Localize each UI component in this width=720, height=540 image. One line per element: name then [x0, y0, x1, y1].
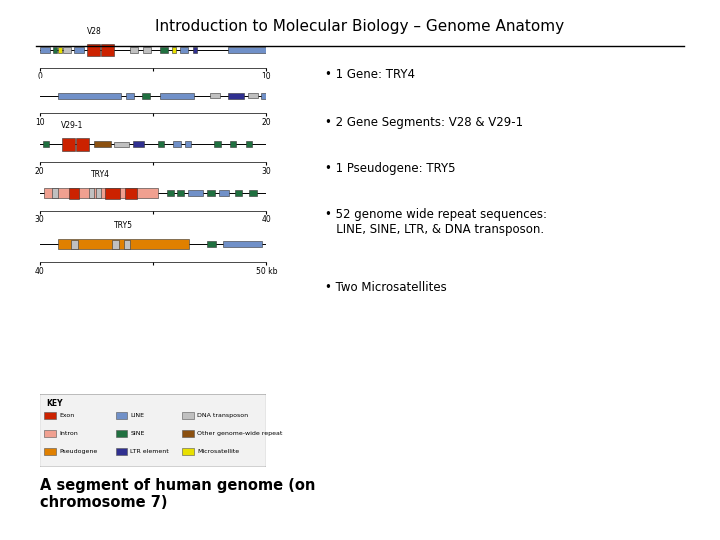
Bar — [63, 47, 71, 52]
Bar — [182, 449, 194, 455]
Bar — [94, 141, 111, 147]
Bar — [96, 188, 101, 198]
Bar — [126, 93, 134, 99]
Bar — [53, 47, 57, 53]
Bar — [223, 241, 262, 247]
Bar — [182, 412, 194, 418]
Bar — [219, 190, 229, 196]
Bar — [235, 190, 242, 196]
Text: • 2 Gene Segments: V28 & V29-1: • 2 Gene Segments: V28 & V29-1 — [325, 116, 523, 129]
Bar — [116, 412, 127, 418]
Bar — [172, 47, 176, 53]
Bar — [132, 141, 144, 147]
Bar — [114, 142, 129, 147]
Text: Other genome-wide repeat: Other genome-wide repeat — [197, 431, 283, 436]
Bar — [44, 412, 56, 418]
Text: Intron: Intron — [59, 431, 78, 436]
Text: • Two Microsatellites: • Two Microsatellites — [325, 281, 446, 294]
Text: Microsatellite: Microsatellite — [197, 449, 239, 454]
Bar — [246, 141, 252, 147]
Text: Exon: Exon — [59, 413, 74, 418]
Bar — [207, 241, 216, 247]
Text: V28: V28 — [86, 27, 102, 36]
Text: Introduction to Molecular Biology – Genome Anatomy: Introduction to Molecular Biology – Geno… — [156, 19, 564, 34]
Text: LINE: LINE — [130, 413, 144, 418]
Bar — [261, 93, 266, 99]
Bar — [44, 449, 56, 455]
Bar — [249, 190, 256, 196]
Text: • 1 Gene: TRY4: • 1 Gene: TRY4 — [325, 68, 415, 80]
Bar — [58, 93, 121, 99]
Bar — [166, 190, 174, 196]
Bar — [248, 93, 258, 98]
Text: V29-1: V29-1 — [61, 122, 84, 130]
Bar — [142, 93, 150, 99]
Bar — [58, 239, 189, 249]
Bar — [130, 48, 138, 52]
Bar — [210, 93, 220, 98]
FancyBboxPatch shape — [40, 394, 266, 467]
Bar — [185, 141, 191, 147]
Bar — [230, 141, 236, 147]
Bar — [125, 187, 137, 199]
Bar — [63, 138, 75, 151]
Bar — [102, 44, 114, 56]
Bar — [58, 47, 62, 53]
Bar — [89, 188, 94, 198]
Bar — [180, 47, 188, 53]
Text: • 1 Pseudogene: TRY5: • 1 Pseudogene: TRY5 — [325, 162, 455, 175]
Bar — [160, 93, 194, 99]
Bar — [52, 188, 58, 198]
Bar — [69, 187, 79, 199]
Bar — [228, 47, 266, 53]
Bar — [73, 47, 84, 53]
Bar — [87, 44, 99, 56]
Text: KEY: KEY — [46, 399, 63, 408]
Bar — [44, 430, 56, 437]
Bar — [158, 141, 164, 147]
Bar — [207, 190, 215, 196]
Text: TRY5: TRY5 — [114, 221, 133, 230]
Text: DNA transposon: DNA transposon — [197, 413, 248, 418]
Bar — [105, 187, 120, 199]
Bar — [71, 240, 78, 249]
Bar — [188, 190, 203, 196]
Bar — [193, 47, 197, 53]
Bar — [143, 48, 150, 52]
Bar — [76, 138, 89, 151]
Bar — [116, 430, 127, 437]
Bar — [182, 430, 194, 437]
Bar — [228, 93, 243, 99]
Text: Pseudogene: Pseudogene — [59, 449, 97, 454]
Text: SINE: SINE — [130, 431, 145, 436]
Bar — [116, 449, 127, 455]
Bar — [160, 47, 168, 53]
Text: A segment of human genome (on
chromosome 7): A segment of human genome (on chromosome… — [40, 478, 315, 510]
Bar — [44, 188, 158, 198]
Bar — [40, 47, 50, 53]
Text: TRY4: TRY4 — [91, 170, 110, 179]
Bar — [215, 141, 220, 147]
Text: • 52 genome wide repeat sequences:
   LINE, SINE, LTR, & DNA transposon.: • 52 genome wide repeat sequences: LINE,… — [325, 208, 546, 236]
Bar — [177, 190, 184, 196]
Bar — [124, 240, 130, 249]
Text: LTR element: LTR element — [130, 449, 169, 454]
Bar — [43, 141, 49, 147]
Bar — [112, 240, 119, 249]
Bar — [174, 141, 181, 147]
